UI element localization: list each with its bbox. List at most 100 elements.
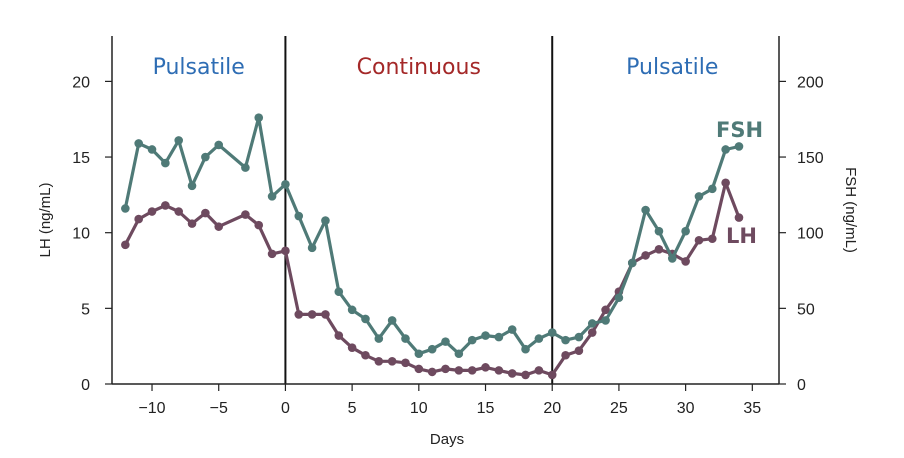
data-point-lh: [294, 310, 304, 319]
data-point-fsh: [267, 192, 277, 201]
data-point-fsh: [734, 142, 744, 151]
data-point-fsh: [494, 332, 504, 342]
y-left-tick-label: 15: [72, 150, 90, 167]
data-point-lh: [187, 219, 197, 228]
data-point-fsh: [694, 192, 704, 201]
y-right-tick-label: 50: [797, 301, 815, 318]
data-point-fsh: [387, 316, 397, 325]
data-point-lh: [721, 178, 730, 188]
x-tick-label: 15: [477, 400, 495, 417]
data-point-fsh: [574, 332, 584, 342]
data-point-lh: [161, 201, 170, 210]
x-tick-label: 10: [410, 400, 428, 417]
data-point-fsh: [187, 181, 197, 191]
x-tick-label: 30: [677, 400, 695, 417]
series-lh: [121, 178, 744, 380]
y-right-tick-label: 0: [797, 377, 806, 394]
y-left-tick-label: 20: [72, 74, 90, 91]
data-point-lh: [467, 366, 477, 375]
data-point-fsh: [161, 158, 170, 168]
data-point-lh: [601, 305, 610, 315]
data-point-fsh: [654, 226, 664, 236]
data-point-lh: [427, 367, 437, 377]
series-label-fsh: FSH: [716, 118, 763, 142]
phase-label-0: Pulsatile: [153, 55, 245, 80]
data-point-lh: [147, 207, 157, 216]
series-line-lh: [123, 181, 741, 377]
data-point-lh: [307, 310, 317, 319]
data-point-lh: [454, 366, 464, 375]
data-point-fsh: [534, 334, 544, 343]
data-point-lh: [521, 370, 530, 380]
data-point-fsh: [374, 334, 384, 343]
data-point-lh: [494, 366, 504, 375]
data-point-lh: [534, 366, 544, 375]
data-point-lh: [267, 249, 277, 259]
y-right-tick-label: 200: [797, 74, 824, 91]
data-point-lh: [321, 310, 330, 319]
data-point-fsh: [254, 113, 264, 123]
data-point-fsh: [321, 216, 330, 225]
y-left-tick-label: 0: [81, 377, 90, 394]
data-point-fsh: [708, 184, 717, 194]
data-point-fsh: [134, 139, 143, 148]
y-right-axis-label: FSH (ng/mL): [842, 167, 859, 253]
data-point-lh: [401, 358, 410, 368]
data-point-lh: [174, 207, 183, 216]
data-point-fsh: [414, 349, 424, 359]
data-point-fsh: [481, 331, 490, 340]
data-point-lh: [441, 364, 450, 374]
data-point-lh: [134, 214, 143, 224]
data-point-fsh: [561, 335, 570, 345]
data-point-fsh: [441, 337, 450, 346]
data-point-lh: [641, 251, 650, 260]
data-point-fsh: [627, 258, 637, 268]
data-point-lh: [281, 246, 290, 256]
data-point-lh: [734, 213, 744, 222]
series-fsh: [121, 113, 744, 359]
data-point-lh: [708, 234, 717, 244]
data-point-fsh: [294, 211, 304, 221]
data-point-fsh: [174, 136, 183, 145]
data-point-fsh: [601, 316, 610, 325]
data-point-fsh: [614, 293, 624, 303]
data-point-lh: [481, 363, 490, 372]
y-left-tick-label: 5: [81, 301, 90, 318]
x-tick-label: 35: [743, 400, 761, 417]
data-point-lh: [694, 235, 704, 245]
y-left-tick-label: 10: [72, 226, 90, 243]
x-tick-label: 20: [543, 400, 561, 417]
data-point-lh: [121, 240, 130, 250]
data-point-fsh: [547, 328, 557, 337]
phase-labels: Pulsatile Continuous Pulsatile: [153, 55, 719, 80]
x-axis-label: Days: [430, 431, 464, 448]
data-point-lh: [241, 210, 250, 219]
data-point-lh: [507, 369, 517, 378]
data-point-fsh: [307, 243, 317, 253]
x-tick-label: 25: [610, 400, 628, 417]
data-point-lh: [347, 343, 357, 352]
data-point-lh: [561, 350, 570, 360]
data-point-fsh: [361, 314, 370, 324]
y-right-tick-label: 150: [797, 150, 824, 167]
data-point-fsh: [641, 205, 650, 215]
data-point-fsh: [467, 335, 477, 345]
data-point-lh: [254, 220, 264, 230]
data-point-fsh: [281, 179, 290, 189]
x-tick-label: −10: [138, 400, 165, 417]
data-point-lh: [654, 245, 664, 254]
data-point-fsh: [427, 344, 437, 354]
data-point-fsh: [454, 349, 464, 359]
data-point-fsh: [401, 334, 410, 343]
data-point-lh: [374, 357, 384, 366]
data-point-fsh: [667, 254, 677, 263]
data-point-fsh: [147, 145, 157, 154]
x-tick-label: −5: [210, 400, 228, 417]
data-point-lh: [681, 257, 690, 266]
series-line-fsh: [123, 116, 740, 356]
data-point-lh: [587, 328, 597, 337]
axes: [111, 36, 780, 385]
y-right-tick-label: 100: [797, 226, 824, 243]
